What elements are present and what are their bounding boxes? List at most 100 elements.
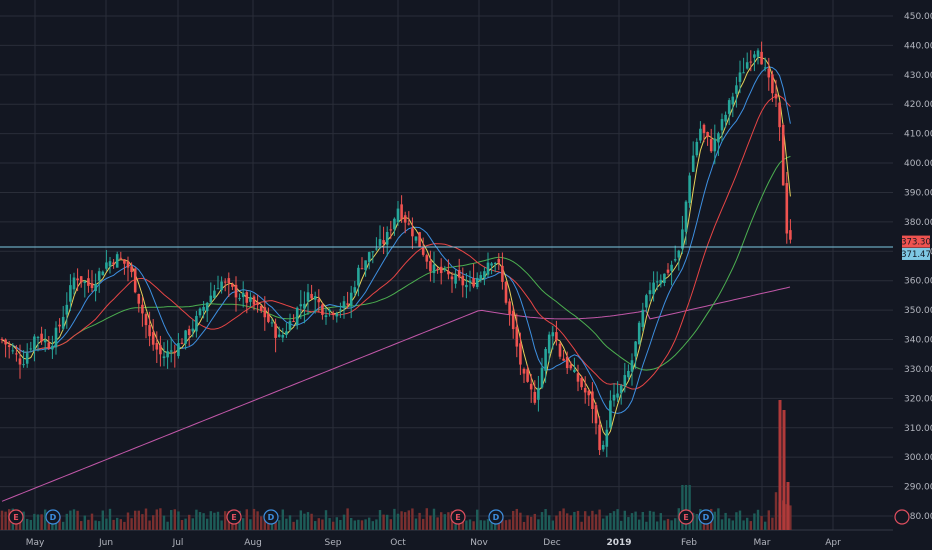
volume-bar xyxy=(749,521,752,530)
volume-bar xyxy=(249,519,252,530)
candle-body xyxy=(195,315,198,332)
candle-body xyxy=(659,279,663,284)
candle-body xyxy=(663,273,666,284)
candle-body xyxy=(130,266,133,273)
volume-bar xyxy=(548,515,551,530)
volume-bar xyxy=(252,508,256,530)
candle-body xyxy=(349,292,353,306)
volume-bar xyxy=(580,521,583,530)
volume-bar xyxy=(90,513,94,530)
candle-body xyxy=(202,306,205,311)
candle-body xyxy=(292,320,295,322)
candle-body xyxy=(90,283,94,289)
volume-bar xyxy=(789,505,792,530)
candle-body xyxy=(767,68,771,78)
price-tick-label: 320.00 xyxy=(904,394,932,404)
candle-body xyxy=(162,356,166,359)
volume-bar xyxy=(166,521,169,530)
dividend-badge[interactable]: D xyxy=(45,509,61,525)
hline-price-label xyxy=(902,247,930,260)
ma-red-line xyxy=(1,95,791,390)
volume-bar xyxy=(69,510,72,530)
earnings-badge[interactable]: E xyxy=(678,509,694,525)
candle-body xyxy=(40,333,43,342)
volume-bar xyxy=(58,516,61,530)
candle-body xyxy=(231,283,234,287)
dividend-badge[interactable]: D xyxy=(698,509,714,525)
dividend-icon xyxy=(698,509,714,525)
candle-body xyxy=(339,309,342,311)
price-tick-label: 300.00 xyxy=(904,453,932,463)
candle-body xyxy=(353,287,357,293)
volume-bar xyxy=(209,511,212,530)
candle-body xyxy=(533,391,537,403)
volume-bar xyxy=(432,508,436,530)
volume-bar xyxy=(303,513,306,530)
volume-bar xyxy=(0,510,4,530)
candle-body xyxy=(609,400,612,428)
earnings-badge[interactable]: E xyxy=(226,509,242,525)
volume-bar xyxy=(152,515,155,530)
candle-body xyxy=(191,328,195,332)
candle-body xyxy=(612,394,616,401)
candle-body xyxy=(11,350,15,352)
candle-body xyxy=(407,223,411,225)
volume-bar xyxy=(483,520,486,530)
volume-bar xyxy=(386,514,389,530)
earnings-icon[interactable] xyxy=(894,509,910,525)
candle-body xyxy=(220,281,223,291)
price-tick-label: 340.00 xyxy=(904,336,932,346)
volume-bar xyxy=(756,509,760,530)
candle-body xyxy=(97,271,101,281)
volume-bar xyxy=(692,512,695,530)
earnings-badge[interactable]: E xyxy=(450,509,466,525)
candle-body xyxy=(699,128,702,141)
volume-bar xyxy=(130,518,133,530)
candle-body xyxy=(267,314,270,322)
candle-body xyxy=(137,293,141,304)
volume-bar xyxy=(15,520,18,530)
time-tick-label: Jun xyxy=(98,538,113,548)
candle-body xyxy=(569,364,573,369)
candle-body xyxy=(180,342,184,344)
volume-bar xyxy=(213,512,216,530)
candle-body xyxy=(263,307,267,318)
volume-bar xyxy=(314,521,317,530)
volume-bar xyxy=(623,510,626,530)
candle-body xyxy=(576,373,580,382)
candle-body xyxy=(785,183,789,234)
candle-body xyxy=(141,304,144,314)
candle-body xyxy=(522,368,526,374)
time-tick-label: Jul xyxy=(172,538,184,548)
volume-bar xyxy=(299,510,302,530)
candle-body xyxy=(529,383,533,390)
volume-bar xyxy=(144,508,148,530)
earnings-badge[interactable]: E xyxy=(8,509,24,525)
dividend-badge[interactable]: D xyxy=(488,509,504,525)
volume-bar xyxy=(281,509,284,530)
volume-bar xyxy=(26,518,29,530)
earnings-icon xyxy=(450,509,466,525)
price-tick-label: 450.00 xyxy=(904,12,932,22)
volume-bar xyxy=(353,520,356,530)
volume-bar xyxy=(396,513,400,530)
candle-body xyxy=(216,288,220,290)
candle-body xyxy=(443,269,447,271)
volume-bar xyxy=(350,518,353,530)
volume-bar xyxy=(245,509,248,530)
candle-body xyxy=(411,228,414,237)
volume-bar xyxy=(112,519,115,530)
candle-body xyxy=(457,270,461,278)
dividend-badge[interactable]: D xyxy=(263,509,279,525)
volume-bar xyxy=(544,509,547,530)
candle-body xyxy=(508,301,511,315)
candle-body xyxy=(321,304,324,315)
volume-bar xyxy=(404,512,407,530)
volume-bar xyxy=(540,512,544,530)
candle-body xyxy=(15,353,18,355)
candle-body xyxy=(375,248,378,250)
candle-body xyxy=(187,329,191,336)
candle-body xyxy=(558,343,562,357)
